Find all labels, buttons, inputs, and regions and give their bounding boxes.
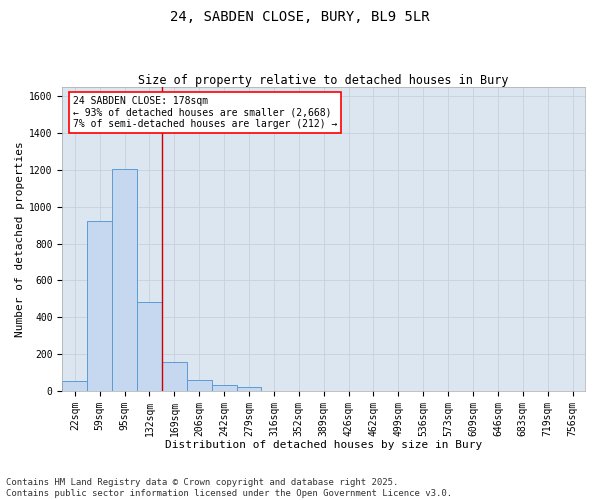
Bar [236, 387, 262, 391]
Bar [87, 222, 112, 391]
Text: 24 SABDEN CLOSE: 178sqm
← 93% of detached houses are smaller (2,668)
7% of semi-: 24 SABDEN CLOSE: 178sqm ← 93% of detache… [73, 96, 337, 130]
Bar [137, 302, 162, 391]
Y-axis label: Number of detached properties: Number of detached properties [15, 141, 25, 337]
Bar [187, 380, 212, 391]
Bar [162, 362, 187, 391]
Title: Size of property relative to detached houses in Bury: Size of property relative to detached ho… [139, 74, 509, 87]
Bar [112, 169, 137, 391]
Text: 24, SABDEN CLOSE, BURY, BL9 5LR: 24, SABDEN CLOSE, BURY, BL9 5LR [170, 10, 430, 24]
Bar [62, 380, 87, 391]
Text: Contains HM Land Registry data © Crown copyright and database right 2025.
Contai: Contains HM Land Registry data © Crown c… [6, 478, 452, 498]
X-axis label: Distribution of detached houses by size in Bury: Distribution of detached houses by size … [165, 440, 482, 450]
Bar [212, 385, 236, 391]
